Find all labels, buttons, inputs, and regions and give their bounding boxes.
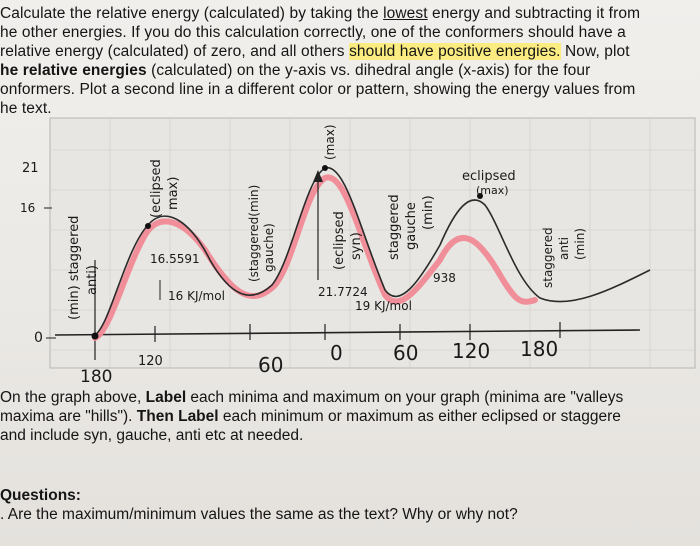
x-tick-120-left: 120 (138, 354, 163, 369)
label-staggered-min-gauche: (staggered(min) gauche) (247, 185, 276, 282)
svg-text:(staggered(min): (staggered(min) (247, 185, 261, 282)
label-eclipsed-right: eclipsed (462, 169, 516, 184)
label-staggered-gauche-min: staggered gauche (min) (387, 194, 436, 260)
y-tick-0: 0 (34, 330, 43, 346)
x-tick-60-left: 60 (258, 353, 283, 377)
label-line-3: and include syn, gauche, anti etc at nee… (0, 427, 304, 444)
point-eclipsed-max (145, 223, 151, 229)
questions-section: Questions: . Are the maximum/minimum val… (0, 486, 700, 524)
svg-text:gauche): gauche) (262, 223, 276, 272)
label-staggered-anti-min-right: staggered anti (min) (541, 227, 587, 288)
label-min-staggered-anti: (min) staggered anti) (67, 216, 100, 320)
svg-text:staggered: staggered (541, 227, 555, 288)
svg-text:(eclipsed: (eclipsed (332, 211, 347, 270)
value-16-5591: 16.5591 (150, 252, 200, 266)
labeling-instructions: On the graph above, Label each minima an… (0, 388, 700, 445)
x-axis (54, 329, 641, 336)
svg-text:(eclipsed: (eclipsed (149, 159, 164, 218)
svg-text:anti: anti (557, 237, 571, 260)
svg-text:(min): (min) (421, 195, 436, 230)
value-21-7724: 21.7724 (318, 285, 368, 299)
svg-text:max): max) (166, 177, 181, 210)
question-1: . Are the maximum/minimum values the sam… (0, 506, 518, 523)
instruction-line-1: Calculate the relative energy (calculate… (0, 5, 641, 22)
point-min-left (91, 332, 99, 340)
x-tick-60-right: 60 (393, 341, 418, 365)
instruction-line-4: he relative energies (calculated) on the… (0, 62, 591, 79)
value-16-kj-mol: 16 KJ/mol (168, 289, 225, 303)
label-eclipsed-syn: (eclipsed syn) (332, 211, 364, 270)
calculated-energy-line (94, 167, 651, 336)
point-max-top (322, 165, 328, 171)
label-eclipsed-max-left: (eclipsed max) (149, 159, 181, 218)
svg-text:syn): syn) (349, 232, 364, 260)
label-line-2: maxima are "hills"). Then Label each min… (0, 408, 621, 425)
label-max-right: (max) (476, 184, 509, 197)
y-tick-16: 16 (20, 201, 35, 215)
svg-text:staggered: staggered (387, 194, 402, 260)
x-tick-0: 0 (330, 341, 343, 365)
instruction-line-6: he text. (0, 100, 52, 117)
instruction-line-5: onformers. Plot a second line in a diffe… (0, 81, 636, 98)
arrow-head (313, 170, 323, 182)
grid-lines (50, 118, 695, 368)
x-tick-180-left: 180 (80, 367, 112, 387)
label-line-1: On the graph above, Label each minima an… (0, 389, 624, 406)
svg-text:gauche: gauche (404, 202, 419, 250)
x-tick-120-right: 120 (452, 339, 490, 363)
instruction-line-2: he other energies. If you do this calcul… (0, 24, 626, 41)
lowest-word: lowest (383, 5, 428, 22)
instruction-line-3: relative energy (calculated) of zero, an… (0, 43, 630, 60)
x-tick-180-right: 180 (520, 337, 558, 361)
text-energy-line (92, 174, 538, 341)
hand-drawn-graph: 21 16 0 180 120 60 0 60 120 180 (min) st… (0, 110, 700, 395)
label-max-top: (max) (323, 124, 337, 160)
highlighted-phrase: should have positive energies. (349, 43, 561, 60)
instructions-paragraph: Calculate the relative energy (calculate… (0, 4, 700, 118)
graph-grid-box (49, 117, 696, 369)
value-938: 938 (433, 271, 456, 285)
graph-svg: 21 16 0 180 120 60 0 60 120 180 (min) st… (20, 117, 696, 387)
svg-text:anti): anti) (85, 265, 100, 295)
svg-text:(min): (min) (573, 228, 587, 260)
bold-relative-energies: he relative energies (0, 62, 147, 79)
svg-text:(min) staggered: (min) staggered (67, 216, 82, 320)
questions-heading: Questions: (0, 487, 81, 504)
value-19-kj-mol: 19 KJ/mol (355, 299, 412, 313)
point-eclipsed-max-right (477, 193, 483, 199)
y-tick-21: 21 (22, 161, 39, 176)
x-ticks (154, 322, 561, 342)
